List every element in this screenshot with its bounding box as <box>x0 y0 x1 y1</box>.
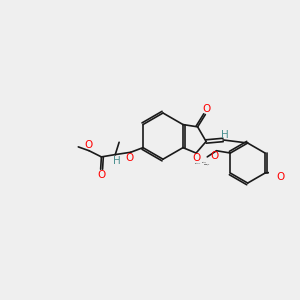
Text: methyl: methyl <box>202 162 207 163</box>
Text: H: H <box>113 156 121 166</box>
Text: O: O <box>126 153 134 163</box>
Text: O: O <box>192 153 200 164</box>
Text: O: O <box>211 151 219 161</box>
Text: methoxy: methoxy <box>195 162 201 164</box>
Text: methoxy: methoxy <box>203 163 210 165</box>
Text: O: O <box>202 104 210 114</box>
Text: OMe_l: OMe_l <box>205 164 209 165</box>
Text: O: O <box>276 172 285 182</box>
Text: H: H <box>221 130 229 140</box>
Text: O: O <box>98 169 106 180</box>
Text: O: O <box>84 140 92 150</box>
